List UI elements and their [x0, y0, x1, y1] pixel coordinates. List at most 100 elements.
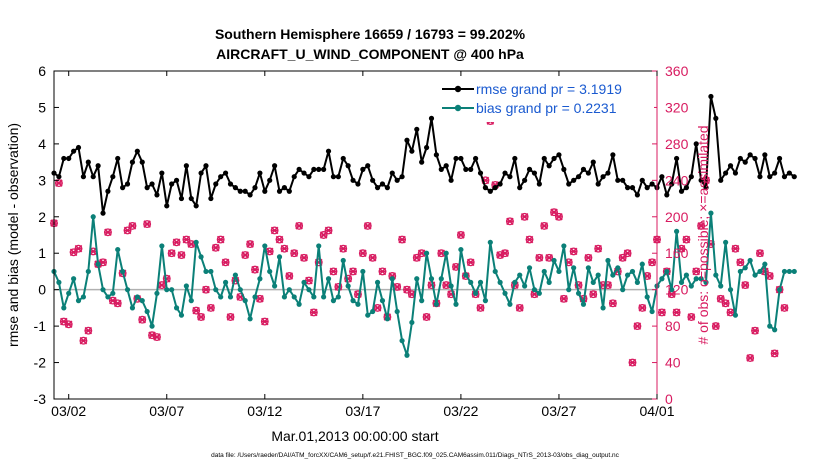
rmse-point — [507, 174, 513, 180]
x-tick-label: 04/01 — [639, 403, 674, 419]
y-tick-label-left: 6 — [38, 63, 46, 79]
bias-point — [659, 276, 665, 282]
rmse-point — [124, 181, 131, 187]
bias-point — [149, 323, 155, 329]
rmse-point — [325, 148, 332, 154]
x-tick-label: 03/17 — [345, 403, 380, 419]
rmse-point — [360, 166, 366, 172]
bias-point — [95, 261, 101, 267]
bias-point — [188, 298, 194, 304]
bias-point — [379, 298, 386, 304]
rmse-point — [595, 181, 601, 187]
rmse-point — [772, 170, 778, 176]
bias-point — [517, 272, 523, 278]
bias-point — [144, 308, 150, 315]
bias-point — [276, 254, 283, 260]
x-axis-label: Mar.01,2013 00:00:00 start — [271, 428, 439, 444]
bias-point — [536, 290, 542, 296]
y-tick-label-right: 80 — [665, 318, 681, 334]
rmse-point — [183, 163, 189, 169]
bias-point — [267, 268, 273, 275]
bias-point — [477, 279, 484, 285]
obs-assimilated-marker — [609, 299, 617, 308]
rmse-point — [144, 185, 150, 191]
obs-assimilated-marker — [765, 272, 774, 280]
bias-point — [492, 268, 498, 275]
bias-point — [644, 294, 650, 300]
obs-assimilated-marker — [138, 315, 147, 324]
obs-assimilated-marker — [79, 336, 88, 345]
obs-assimilated-marker — [349, 267, 357, 276]
bias-point — [473, 290, 479, 296]
bias-point — [649, 308, 655, 315]
bias-point — [139, 298, 145, 304]
y-tick-label-right: 360 — [665, 63, 689, 79]
bias-point — [791, 268, 797, 275]
rmse-point — [139, 159, 145, 165]
obs-assimilated-marker — [770, 349, 779, 358]
obs-assimilated-marker — [373, 304, 382, 312]
rmse-point — [585, 170, 591, 176]
rmse-point — [786, 170, 792, 176]
rmse-point — [95, 163, 101, 169]
rmse-point — [242, 188, 248, 194]
rmse-point — [115, 155, 121, 162]
rmse-point — [448, 177, 454, 183]
y-tick-label-left: 2 — [38, 209, 46, 225]
obs-assimilated-marker — [113, 299, 122, 308]
bias-point — [75, 298, 82, 304]
rmse-point — [747, 152, 753, 158]
rmse-point — [213, 181, 219, 187]
obs-assimilated-marker — [197, 313, 205, 321]
obs-assimilated-marker — [687, 313, 696, 321]
obs-assimilated-marker — [535, 254, 544, 262]
rmse-point — [575, 174, 582, 180]
bias-point — [100, 287, 106, 293]
y-axis-label-left: rmse and bias (model - observation) — [5, 123, 21, 347]
obs-assimilated-marker — [442, 281, 450, 289]
rmse-point — [306, 174, 312, 180]
y-tick-label-right: 40 — [665, 355, 681, 371]
bias-point — [213, 287, 219, 293]
rmse-point — [134, 148, 140, 154]
bias-point — [522, 283, 528, 289]
bias-point — [286, 287, 292, 293]
rmse-point — [399, 174, 405, 180]
bias-point — [360, 268, 366, 275]
bias-point — [595, 272, 601, 278]
rmse-point — [276, 188, 283, 194]
bias-point — [169, 287, 175, 293]
bias-point — [767, 323, 773, 329]
obs-assimilated-marker — [212, 243, 220, 252]
rmse-point — [463, 166, 469, 172]
obs-assimilated-marker — [633, 322, 642, 330]
obs-assimilated-marker — [712, 322, 720, 330]
rmse-point — [458, 155, 464, 162]
rmse-point — [713, 115, 719, 121]
rmse-point — [149, 181, 155, 187]
rmse-point — [649, 181, 655, 187]
bias-point — [394, 308, 400, 315]
rmse-point — [428, 115, 435, 121]
rmse-point — [61, 155, 67, 162]
obs-assimilated-marker — [280, 244, 289, 253]
bias-point — [772, 327, 778, 333]
rmse-point — [624, 185, 631, 191]
bias-point — [330, 298, 337, 304]
bias-point — [237, 287, 243, 293]
bias-point — [281, 294, 288, 300]
bias-point — [178, 312, 185, 318]
bias-point — [252, 294, 258, 300]
rmse-point — [590, 159, 596, 165]
rmse-point — [208, 195, 214, 202]
bias-point — [448, 283, 454, 289]
bias-point — [193, 239, 199, 245]
obs-assimilated-marker — [216, 235, 225, 244]
bias-point — [232, 272, 238, 278]
obs-assimilated-marker — [275, 235, 284, 244]
bias-point — [404, 352, 410, 358]
bias-point — [291, 294, 297, 300]
rmse-point — [757, 174, 763, 180]
obs-assimilated-marker — [741, 281, 750, 289]
bias-point — [497, 279, 503, 285]
